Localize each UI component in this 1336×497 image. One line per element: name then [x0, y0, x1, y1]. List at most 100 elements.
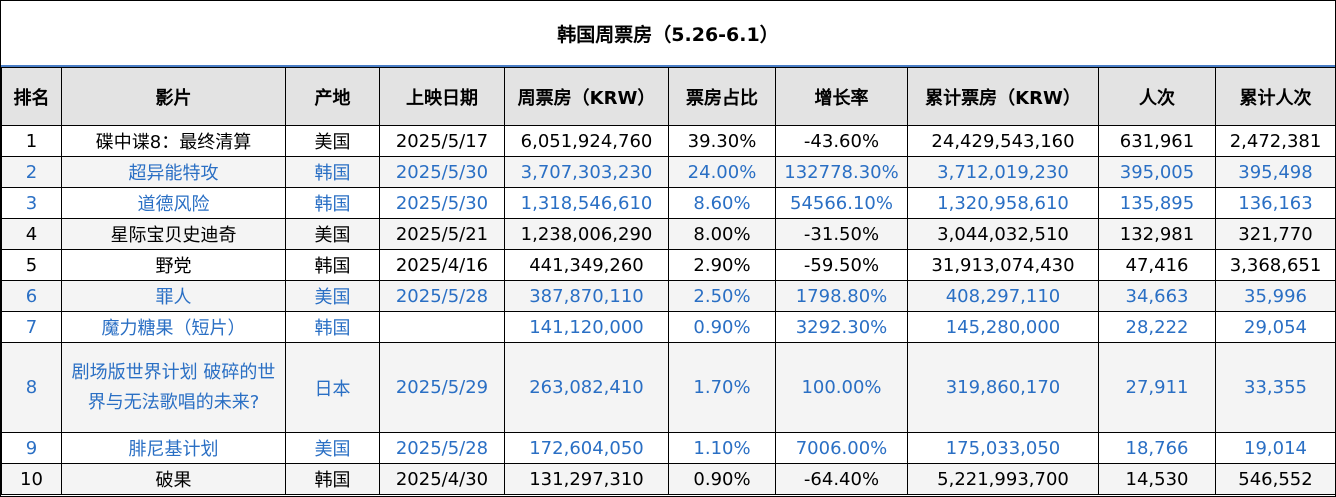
cell-total-gross: 5,221,993,700: [907, 463, 1099, 495]
cell-film: 剧场版世界计划 破碎的世界与无法歌唱的未来?: [61, 342, 286, 433]
table-row: 4 星际宝贝史迪奇 美国 2025/5/21 1,238,006,290 8.0…: [1, 218, 1336, 250]
cell-film: 星际宝贝史迪奇: [61, 218, 286, 250]
cell-origin: 日本: [285, 342, 380, 433]
cell-release-date: 2025/5/30: [379, 156, 505, 188]
cell-share: 2.50%: [668, 280, 776, 312]
cell-total-admissions: 35,996: [1215, 280, 1336, 312]
header-share: 票房占比: [668, 67, 776, 126]
cell-release-date: 2025/5/29: [379, 342, 505, 433]
cell-release-date: 2025/5/17: [379, 125, 505, 157]
table-row: 1 碟中谍8：最终清算 美国 2025/5/17 6,051,924,760 3…: [1, 125, 1336, 157]
cell-admissions: 132,981: [1098, 218, 1216, 250]
cell-rank: 1: [1, 125, 62, 157]
cell-weekly-gross: 441,349,260: [504, 249, 669, 281]
cell-release-date: 2025/5/30: [379, 187, 505, 219]
cell-rank: 9: [1, 432, 62, 464]
cell-rank: 2: [1, 156, 62, 188]
cell-rank: 8: [1, 342, 62, 433]
cell-growth: -43.60%: [775, 125, 908, 157]
cell-origin: 韩国: [285, 156, 380, 188]
cell-film: 破果: [61, 463, 286, 495]
cell-weekly-gross: 141,120,000: [504, 311, 669, 343]
cell-release-date: 2025/5/28: [379, 432, 505, 464]
cell-total-admissions: 3,368,651: [1215, 249, 1336, 281]
header-admissions: 人次: [1098, 67, 1216, 126]
cell-total-gross: 31,913,074,430: [907, 249, 1099, 281]
header-release-date: 上映日期: [379, 67, 505, 126]
cell-growth: 3292.30%: [775, 311, 908, 343]
cell-share: 8.00%: [668, 218, 776, 250]
cell-growth: -64.40%: [775, 463, 908, 495]
cell-total-admissions: 33,355: [1215, 342, 1336, 433]
table-row: 7 魔力糖果（短片） 韩国 141,120,000 0.90% 3292.30%…: [1, 311, 1336, 343]
cell-release-date: 2025/4/16: [379, 249, 505, 281]
cell-release-date: 2025/5/21: [379, 218, 505, 250]
cell-share: 2.90%: [668, 249, 776, 281]
cell-rank: 10: [1, 463, 62, 495]
cell-total-admissions: 321,770: [1215, 218, 1336, 250]
cell-rank: 5: [1, 249, 62, 281]
cell-origin: 美国: [285, 218, 380, 250]
cell-origin: 韩国: [285, 187, 380, 219]
cell-weekly-gross: 131,297,310: [504, 463, 669, 495]
cell-origin: 美国: [285, 125, 380, 157]
cell-total-gross: 24,429,543,160: [907, 125, 1099, 157]
cell-share: 0.90%: [668, 463, 776, 495]
cell-release-date: [379, 311, 505, 343]
cell-share: 8.60%: [668, 187, 776, 219]
cell-growth: 54566.10%: [775, 187, 908, 219]
table-row: 3 道德风险 韩国 2025/5/30 1,318,546,610 8.60% …: [1, 187, 1336, 219]
cell-rank: 7: [1, 311, 62, 343]
cell-total-admissions: 546,552: [1215, 463, 1336, 495]
cell-total-gross: 1,320,958,610: [907, 187, 1099, 219]
cell-weekly-gross: 172,604,050: [504, 432, 669, 464]
cell-release-date: 2025/5/28: [379, 280, 505, 312]
cell-total-admissions: 2,472,381: [1215, 125, 1336, 157]
cell-total-admissions: 136,163: [1215, 187, 1336, 219]
cell-film: 魔力糖果（短片）: [61, 311, 286, 343]
header-total-gross: 累计票房（KRW）: [907, 67, 1099, 126]
cell-admissions: 27,911: [1098, 342, 1216, 433]
header-weekly-gross: 周票房（KRW）: [504, 67, 669, 126]
cell-total-gross: 319,860,170: [907, 342, 1099, 433]
cell-film: 碟中谍8：最终清算: [61, 125, 286, 157]
cell-weekly-gross: 1,318,546,610: [504, 187, 669, 219]
cell-film: 道德风险: [61, 187, 286, 219]
cell-total-gross: 145,280,000: [907, 311, 1099, 343]
cell-origin: 美国: [285, 280, 380, 312]
cell-weekly-gross: 3,707,303,230: [504, 156, 669, 188]
table-title: 韩国周票房（5.26-6.1）: [1, 1, 1335, 67]
cell-total-admissions: 395,498: [1215, 156, 1336, 188]
cell-admissions: 395,005: [1098, 156, 1216, 188]
cell-weekly-gross: 1,238,006,290: [504, 218, 669, 250]
cell-admissions: 631,961: [1098, 125, 1216, 157]
cell-total-admissions: 29,054: [1215, 311, 1336, 343]
cell-film: 超异能特攻: [61, 156, 286, 188]
cell-film: 野党: [61, 249, 286, 281]
cell-rank: 3: [1, 187, 62, 219]
cell-admissions: 14,530: [1098, 463, 1216, 495]
cell-admissions: 18,766: [1098, 432, 1216, 464]
cell-origin: 韩国: [285, 249, 380, 281]
header-total-admissions: 累计人次: [1215, 67, 1336, 126]
cell-film: 罪人: [61, 280, 286, 312]
cell-admissions: 34,663: [1098, 280, 1216, 312]
table-row: 8 剧场版世界计划 破碎的世界与无法歌唱的未来? 日本 2025/5/29 26…: [1, 342, 1336, 433]
cell-growth: -59.50%: [775, 249, 908, 281]
table-row: 6 罪人 美国 2025/5/28 387,870,110 2.50% 1798…: [1, 280, 1336, 312]
cell-total-gross: 408,297,110: [907, 280, 1099, 312]
header-rank: 排名: [1, 67, 62, 126]
header-origin: 产地: [285, 67, 380, 126]
cell-rank: 6: [1, 280, 62, 312]
cell-rank: 4: [1, 218, 62, 250]
box-office-table: 排名 影片 产地 上映日期 周票房（KRW） 票房占比 增长率 累计票房（KRW…: [1, 67, 1336, 495]
cell-share: 24.00%: [668, 156, 776, 188]
cell-total-gross: 175,033,050: [907, 432, 1099, 464]
cell-origin: 韩国: [285, 463, 380, 495]
cell-growth: 100.00%: [775, 342, 908, 433]
header-row: 排名 影片 产地 上映日期 周票房（KRW） 票房占比 增长率 累计票房（KRW…: [1, 67, 1336, 126]
cell-share: 1.10%: [668, 432, 776, 464]
cell-share: 1.70%: [668, 342, 776, 433]
cell-growth: -31.50%: [775, 218, 908, 250]
